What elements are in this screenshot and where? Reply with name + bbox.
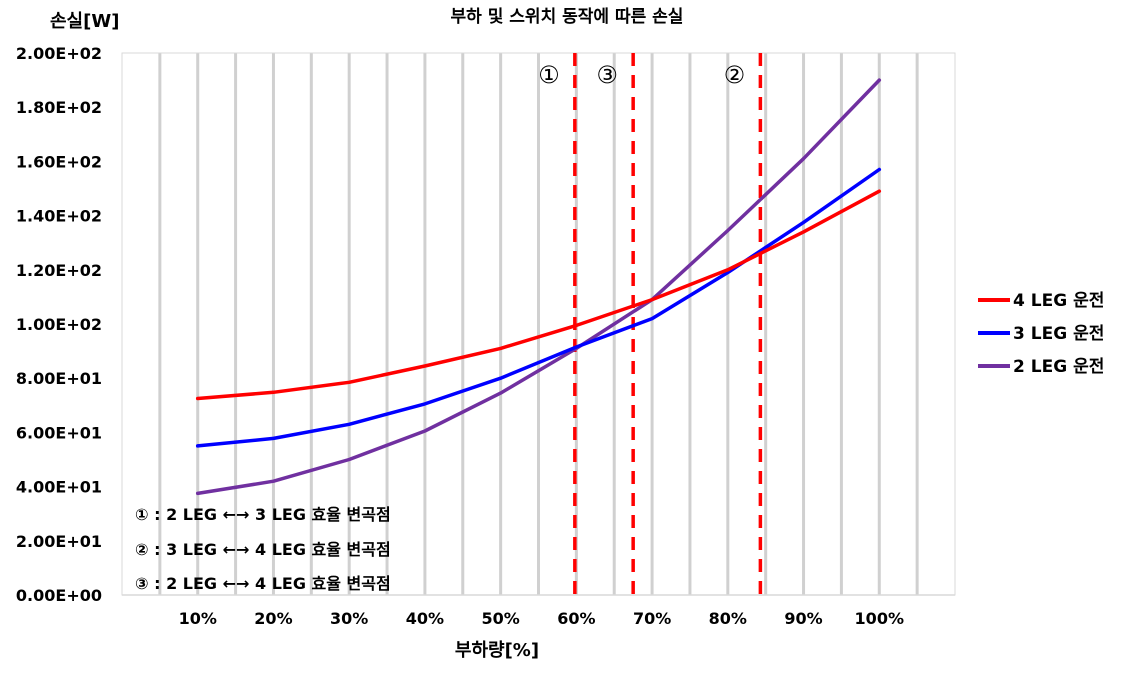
- annotation-text: ② : 3 LEG ←→ 4 LEG 효율 변곡점: [135, 540, 391, 559]
- series-line: [195, 78, 882, 496]
- x-tick-labels: 10% 20% 30% 40% 50% 60% 70% 80% 90% 100%: [179, 609, 904, 628]
- annotation-text: ① : 2 LEG ←→ 3 LEG 효율 변곡점: [135, 505, 391, 524]
- series-line: [195, 167, 882, 448]
- y-tick-label: 1.40E+02: [16, 207, 102, 226]
- x-tick-label: 70%: [633, 609, 671, 628]
- x-tick-label: 50%: [481, 609, 519, 628]
- y-tick-label: 4.00E+01: [16, 478, 102, 497]
- x-tick-label: 20%: [254, 609, 292, 628]
- reference-marker: ②: [724, 61, 746, 89]
- x-tick-label: 10%: [179, 609, 217, 628]
- y-tick-label: 2.00E+02: [16, 44, 102, 63]
- x-tick-label: 60%: [557, 609, 595, 628]
- reference-markers: ① ③ ②: [538, 61, 745, 89]
- y-tick-label: 6.00E+01: [16, 423, 102, 442]
- x-tick-label: 40%: [406, 609, 444, 628]
- y-axis-title: 손실[W]: [50, 11, 119, 32]
- chart-title: 부하 및 스위치 동작에 따른 손실: [451, 7, 684, 27]
- y-tick-label: 1.80E+02: [16, 98, 102, 117]
- y-tick-label: 1.60E+02: [16, 152, 102, 171]
- legend: 4 LEG 운전 3 LEG 운전 2 LEG 운전: [978, 291, 1104, 377]
- y-tick-label: 0.00E+00: [16, 586, 102, 605]
- reference-marker: ③: [596, 61, 618, 89]
- legend-label: 4 LEG 운전: [1013, 291, 1104, 311]
- series-lines: [195, 78, 882, 496]
- legend-label: 2 LEG 운전: [1013, 357, 1104, 377]
- y-tick-label: 1.20E+02: [16, 261, 102, 280]
- x-tick-label: 30%: [330, 609, 368, 628]
- x-tick-label: 100%: [855, 609, 904, 628]
- y-tick-label: 1.00E+02: [16, 315, 102, 334]
- x-axis-title: 부하량[%]: [455, 640, 539, 661]
- series-line: [195, 189, 882, 401]
- y-tick-label: 8.00E+01: [16, 369, 102, 388]
- x-tick-label: 90%: [784, 609, 822, 628]
- x-tick-label: 80%: [709, 609, 747, 628]
- annotation-text: ③ : 2 LEG ←→ 4 LEG 효율 변곡점: [135, 574, 391, 593]
- reference-marker: ①: [538, 61, 560, 89]
- annotations: ① : 2 LEG ←→ 3 LEG 효율 변곡점 ② : 3 LEG ←→ 4 …: [135, 505, 391, 593]
- y-tick-label: 2.00E+01: [16, 532, 102, 551]
- y-tick-labels: 0.00E+00 2.00E+01 4.00E+01 6.00E+01 8.00E+01…: [16, 44, 102, 605]
- legend-label: 3 LEG 운전: [1013, 324, 1104, 344]
